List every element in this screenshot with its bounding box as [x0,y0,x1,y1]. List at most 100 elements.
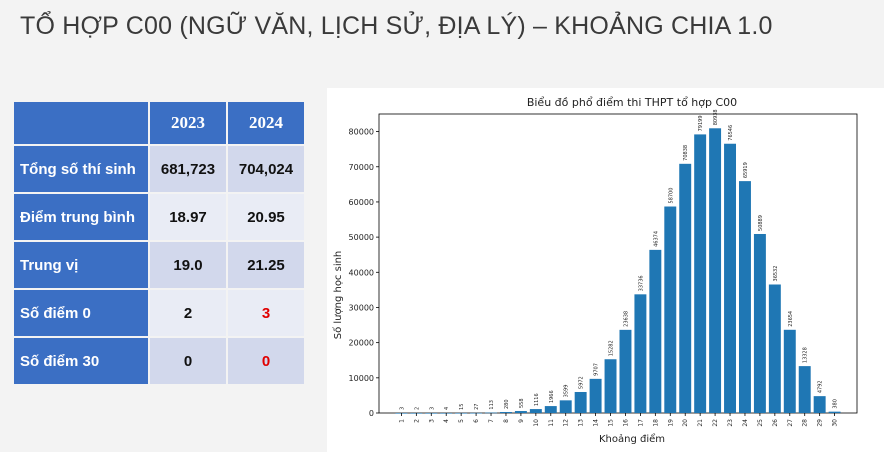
x-tick-label: 2 [413,419,420,423]
bar [514,411,527,413]
y-tick-label: 20000 [349,339,374,348]
bar-value-label: 280 [504,399,510,409]
bar [798,366,811,413]
bar [619,329,632,413]
x-tick-label: 21 [697,419,704,427]
bar-value-label: 380 [833,399,839,409]
bar [559,400,572,413]
x-tick-label: 16 [622,419,629,427]
bar-value-label: 3 [429,407,435,410]
bar-value-label: 9707 [594,363,600,376]
x-tick-label: 24 [742,419,749,427]
bar-value-label: 46374 [653,231,659,247]
x-tick-label: 30 [832,419,839,427]
bar-value-label: 13328 [803,347,809,363]
bar-value-label: 3599 [564,385,570,398]
bar-value-label: 3 [399,407,405,410]
bar-value-label: 4 [444,407,450,410]
x-tick-label: 25 [757,419,764,427]
cell-2023: 18.97 [150,194,226,240]
y-tick-label: 70000 [349,163,374,172]
bar-value-label: 70838 [683,145,689,161]
bar [724,143,737,413]
x-tick-label: 15 [608,419,615,427]
x-tick-label: 13 [578,419,585,427]
bar [664,206,677,413]
cell-2023: 0 [150,338,226,384]
bar [649,249,662,413]
row-label-average-score: Điểm trung bình [14,194,148,240]
chart-svg: Biểu đồ phổ điểm thi THPT tổ hợp C00 Kho… [332,96,858,445]
bar [768,284,781,413]
x-tick-label: 20 [682,419,689,427]
bar-value-label: 113 [489,400,495,410]
x-tick-label: 26 [772,419,779,427]
score-distribution-chart: Biểu đồ phổ điểm thi THPT tổ hợp C00 Kho… [327,88,884,452]
x-tick-label: 23 [727,419,734,427]
bar [813,396,826,413]
bar [529,409,542,413]
cell-2024: 20.95 [228,194,304,240]
x-tick-label: 6 [473,419,480,423]
x-tick-label: 28 [802,419,809,427]
plot-area: 0 10000 20000 30000 40000 50000 60000 70000 8000… [349,109,858,427]
bar [499,412,512,413]
x-tick-label: 7 [488,419,495,423]
x-tick-label: 1 [398,419,405,423]
bar-value-label: 23638 [623,311,629,327]
bar [694,134,707,413]
y-tick-label: 10000 [349,374,374,383]
cell-2023: 681,723 [150,146,226,192]
bar [738,181,751,413]
bar-value-label: 15282 [609,340,615,356]
bar-value-label: 1116 [534,393,540,406]
x-tick-label: 3 [428,419,435,423]
x-tick-label: 5 [458,419,465,423]
bar-value-label: 36532 [773,266,779,282]
chart-x-label: Khoảng điểm [599,432,665,445]
bar-value-label: 76546 [728,125,734,141]
table-row: Tổng số thí sinh 681,723 704,024 [14,146,304,192]
table-header-2023: 2023 [150,102,226,144]
cell-2024: 21.25 [228,242,304,288]
bar [753,233,766,413]
bar [709,128,722,413]
chart-title: Biểu đồ phổ điểm thi THPT tổ hợp C00 [527,96,737,109]
bar-value-label: 58700 [668,188,674,204]
x-tick-label: 9 [518,419,525,423]
bar [544,406,557,413]
x-tick-label: 27 [787,419,794,427]
row-label-zero-scores: Số điểm 0 [14,290,148,336]
x-tick-label: 14 [593,419,600,427]
bar [828,411,841,413]
bar-value-label: 23654 [788,311,794,327]
cell-2024: 704,024 [228,146,304,192]
y-tick-label: 0 [369,409,374,418]
y-tick-label: 30000 [349,303,374,312]
bar-value-label: 65919 [743,162,749,178]
bar-value-label: 79199 [698,115,704,131]
bar [604,359,617,413]
bar-value-label: 4792 [818,380,824,393]
bar-value-label: 80938 [713,109,719,125]
cell-2024-highlight: 0 [228,338,304,384]
table-row: Số điểm 30 0 0 [14,338,304,384]
x-tick-label: 17 [637,419,644,427]
table-header-2024: 2024 [228,102,304,144]
x-tick-label: 8 [503,419,510,423]
cell-2023: 19.0 [150,242,226,288]
bar-value-label: 15 [459,404,465,410]
row-label-thirty-scores: Số điểm 30 [14,338,148,384]
bar-value-label: 27 [474,404,480,410]
bar [783,329,796,413]
y-tick-label: 60000 [349,198,374,207]
bar [574,391,587,413]
bar [485,412,498,414]
row-label-median: Trung vị [14,242,148,288]
bar [589,378,602,413]
bar-value-label: 558 [519,398,525,408]
cell-2024-highlight: 3 [228,290,304,336]
table-row: Trung vị 19.0 21.25 [14,242,304,288]
x-tick-label: 19 [667,419,674,427]
cell-2023: 2 [150,290,226,336]
